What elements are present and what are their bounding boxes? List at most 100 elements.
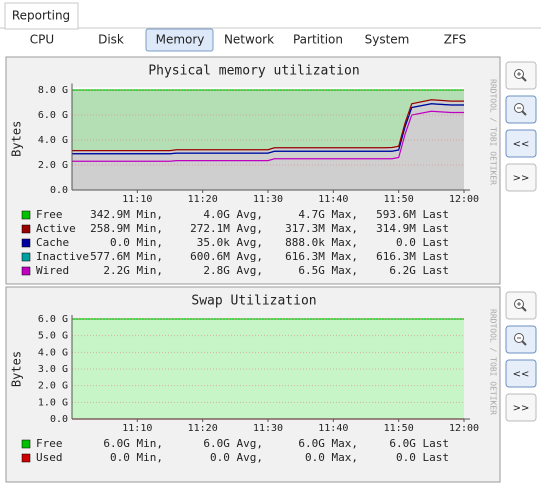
- series-line: [72, 103, 464, 155]
- y-tick-label: 6.0 G: [38, 110, 68, 121]
- nav-button-label[interactable]: <<: [513, 369, 530, 380]
- selected-tab-box: [145, 28, 214, 52]
- legend-name: Inactive: [36, 250, 89, 263]
- side-button[interactable]: [505, 359, 537, 388]
- legend-stat: 6.0G Last: [389, 437, 449, 450]
- y-tick-label: 3.0 G: [38, 364, 68, 375]
- legend-stat: 888.0k Max,: [285, 236, 358, 249]
- x-tick-label: 11:50: [384, 194, 414, 205]
- side-button[interactable]: [505, 163, 537, 192]
- legend-stat: 0.0 Max,: [305, 451, 358, 464]
- legend-stat: 2.8G Avg,: [203, 264, 263, 277]
- x-tick-label: 11:50: [384, 423, 414, 434]
- x-tick-label: 11:40: [318, 194, 348, 205]
- sub-tab[interactable]: CPU: [30, 33, 54, 47]
- legend-swatch: [21, 439, 31, 449]
- y-axis-label: Bytes: [10, 351, 24, 387]
- legend-stat: 6.0G Avg,: [203, 437, 263, 450]
- sub-tab[interactable]: Disk: [98, 33, 124, 47]
- x-tick-label: 11:20: [188, 194, 218, 205]
- legend-stat: 0.0 Min,: [110, 236, 163, 249]
- x-tick-label: 11:40: [318, 423, 348, 434]
- legend-stat: 0.0 Last: [396, 451, 449, 464]
- legend-name: Free: [36, 437, 63, 450]
- legend-stat: 0.0 Avg,: [210, 451, 263, 464]
- legend-swatch: [21, 238, 31, 248]
- magnifier-handle: [521, 110, 527, 116]
- sub-tab[interactable]: Partition: [293, 33, 343, 47]
- y-tick-label: 1.0 G: [38, 397, 68, 408]
- legend-stat: 258.9M Min,: [90, 222, 163, 235]
- y-axis-label: Bytes: [10, 121, 24, 157]
- legend-stat: 6.0G Min,: [103, 437, 163, 450]
- tab-box[interactable]: [4, 2, 79, 30]
- y-tick-label: 4.0 G: [38, 347, 68, 358]
- y-tick-label: 6.0 G: [38, 314, 68, 325]
- legend-swatch: [21, 453, 31, 463]
- sub-tab[interactable]: Network: [224, 33, 274, 47]
- x-tick-label: 11:20: [188, 423, 218, 434]
- area-fill: [72, 111, 464, 190]
- x-tick-label: 11:30: [253, 194, 283, 205]
- chart-title: Swap Utilization: [191, 294, 316, 309]
- legend-stat: 0.0 Last: [396, 236, 449, 249]
- y-tick-label: 0.0: [50, 414, 68, 425]
- side-button[interactable]: [505, 393, 537, 422]
- watermark: RRDTOOL / TOBI OETIKER: [489, 79, 498, 185]
- subtabs: CPU Disk Memory Network Partition System ZFS: [30, 28, 467, 52]
- legend-stat: 0.0 Min,: [110, 451, 163, 464]
- x-tick-label: 11:10: [122, 194, 152, 205]
- magnifier-handle: [521, 306, 527, 312]
- y-tick-label: 2.0 G: [38, 381, 68, 392]
- legend-stat: 593.6M Last: [376, 208, 449, 221]
- legend-stat: 616.3M Max,: [285, 250, 358, 263]
- y-tick-label: 0.0: [50, 185, 68, 196]
- y-tick-label: 2.0 G: [38, 160, 68, 171]
- sub-tab[interactable]: ZFS: [444, 33, 467, 47]
- legend-name: Used: [36, 451, 63, 464]
- legend-name: Free: [36, 208, 63, 221]
- x-tick-label: 11:10: [122, 423, 152, 434]
- legend-stat: 342.9M Min,: [90, 208, 163, 221]
- sub-tab[interactable]: Memory: [156, 33, 205, 47]
- legend-stat: 2.2G Min,: [103, 264, 163, 277]
- legend-swatch: [21, 210, 31, 220]
- watermark: RRDTOOL / TOBI OETIKER: [489, 309, 498, 415]
- series-line: [72, 110, 464, 162]
- y-tick-label: 8.0 G: [38, 85, 68, 96]
- legend-swatch: [21, 224, 31, 234]
- side-button[interactable]: [505, 129, 537, 158]
- area-fill: [72, 103, 464, 162]
- legend-stat: 6.2G Last: [389, 264, 449, 277]
- legend-name: Wired: [36, 264, 69, 277]
- legend-stat: 4.0G Avg,: [203, 208, 263, 221]
- main-tab[interactable]: Reporting: [12, 9, 70, 23]
- sub-tab[interactable]: System: [365, 33, 410, 47]
- legend-swatch: [21, 252, 31, 262]
- legend-stat: 600.6M Avg,: [190, 250, 263, 263]
- x-tick-label: 12:00: [449, 194, 479, 205]
- legend-stat: 317.3M Max,: [285, 222, 358, 235]
- x-tick-label: 12:00: [449, 423, 479, 434]
- nav-button-label[interactable]: <<: [513, 139, 530, 150]
- legend-stat: 4.7G Max,: [298, 208, 358, 221]
- legend-name: Cache: [36, 236, 69, 249]
- y-tick-label: 5.0 G: [38, 331, 68, 342]
- series-line: [72, 99, 464, 152]
- nav-button-label[interactable]: >>: [513, 173, 530, 184]
- area-fill: [72, 90, 464, 151]
- legend-swatch: [21, 266, 31, 276]
- legend-stat: 272.1M Avg,: [190, 222, 263, 235]
- y-tick-label: 4.0 G: [38, 135, 68, 146]
- legend-stat: 314.9M Last: [376, 222, 449, 235]
- x-tick-label: 11:30: [253, 423, 283, 434]
- legend-name: Active: [36, 222, 76, 235]
- legend-stat: 577.6M Min,: [90, 250, 163, 263]
- nav-button-label[interactable]: >>: [513, 403, 530, 414]
- magnifier-handle: [521, 76, 527, 82]
- legend-stat: 6.5G Max,: [298, 264, 358, 277]
- magnifier-handle: [521, 340, 527, 346]
- legend-stat: 6.0G Max,: [298, 437, 358, 450]
